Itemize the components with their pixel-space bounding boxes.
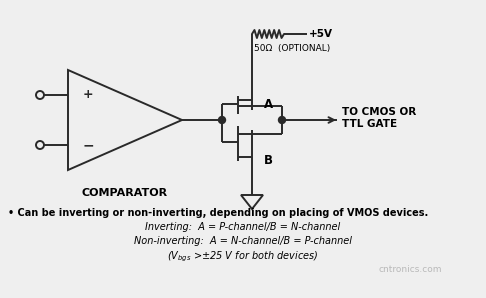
Text: A: A xyxy=(264,97,273,111)
Circle shape xyxy=(278,117,285,123)
Text: 50Ω  (OPTIONAL): 50Ω (OPTIONAL) xyxy=(254,44,330,52)
Text: cntronics.com: cntronics.com xyxy=(378,265,441,274)
Text: +5V: +5V xyxy=(309,29,333,39)
Text: ($V_{bgs}$ >±25 V for both devices): ($V_{bgs}$ >±25 V for both devices) xyxy=(167,250,319,264)
Text: +: + xyxy=(83,89,93,102)
Text: TO CMOS OR
TTL GATE: TO CMOS OR TTL GATE xyxy=(342,107,416,129)
Text: B: B xyxy=(264,153,273,167)
Text: Inverting:  A = P-channel/B = N-channel: Inverting: A = P-channel/B = N-channel xyxy=(145,222,341,232)
Circle shape xyxy=(219,117,226,123)
Text: • Can be inverting or non-inverting, depending on placing of VMOS devices.: • Can be inverting or non-inverting, dep… xyxy=(8,208,428,218)
Text: Non-inverting:  A = N-channel/B = P-channel: Non-inverting: A = N-channel/B = P-chann… xyxy=(134,236,352,246)
Text: COMPARATOR: COMPARATOR xyxy=(82,188,168,198)
Text: −: − xyxy=(82,138,94,152)
